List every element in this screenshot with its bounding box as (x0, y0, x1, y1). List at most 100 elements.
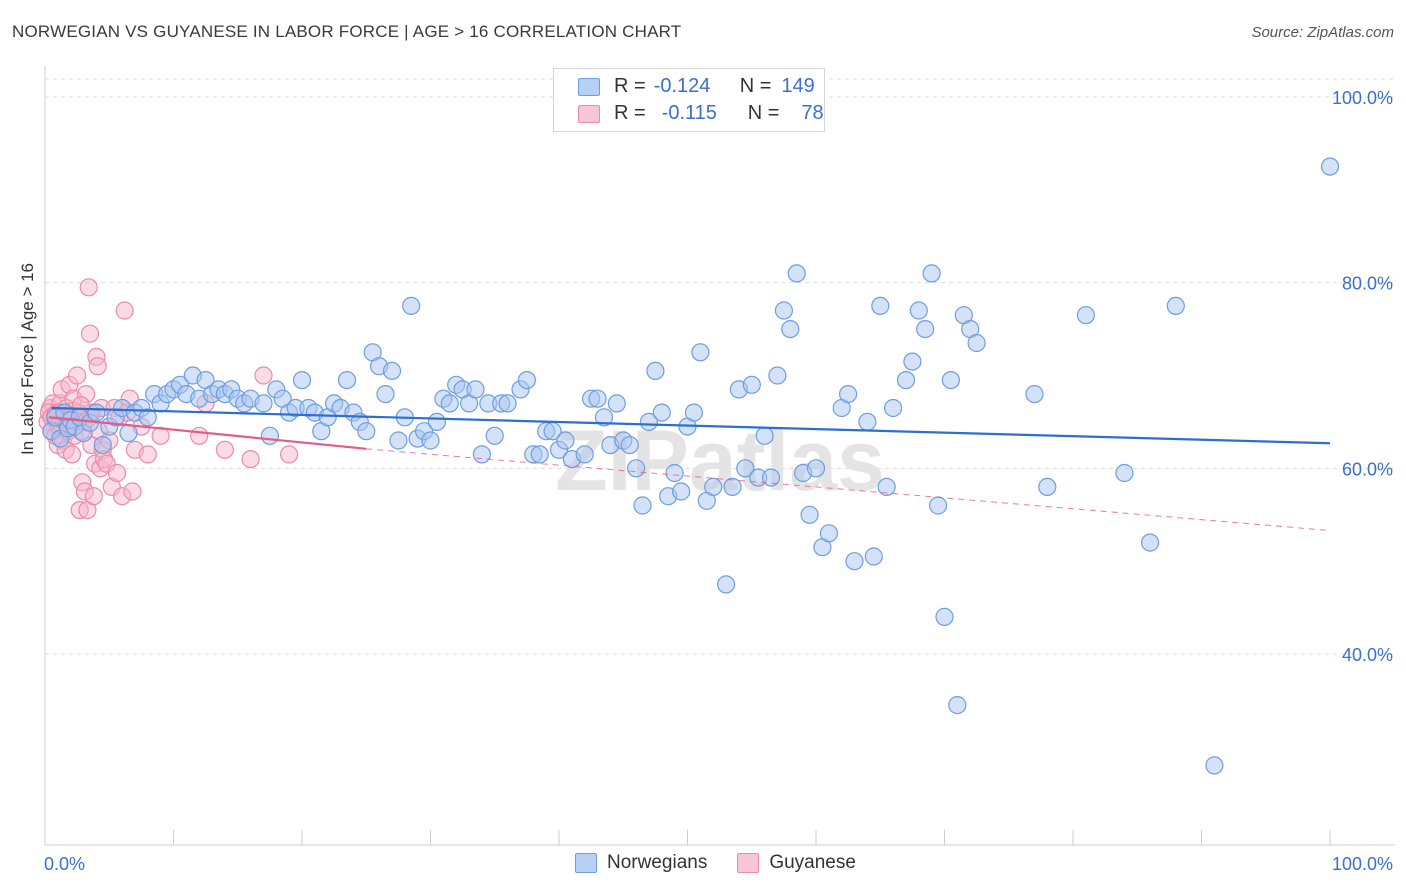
norwegian-point (402, 296, 421, 315)
norwegian-points (42, 157, 1340, 775)
norwegian-point (916, 320, 935, 339)
norwegian-point (639, 412, 659, 431)
legend-label-guyanese: Guyanese (769, 852, 856, 873)
legend-row-guyanese: R = -0.115 N = 78 (578, 102, 824, 125)
norwegian-point (716, 575, 736, 594)
guyanese-point (80, 324, 100, 343)
norwegian-point (517, 371, 537, 390)
guyanese-point (67, 366, 87, 385)
norwegian-point (421, 431, 440, 450)
norwegian-swatch (578, 77, 600, 96)
norwegian-point (787, 264, 806, 283)
stats-legend: R = -0.124 N = 149 R = -0.115 N = 78 (553, 68, 825, 132)
norwegian-point (922, 264, 941, 283)
guyanese-trend-line (48, 416, 367, 450)
legend-n-label: N = (739, 75, 772, 97)
norwegian-point (575, 445, 594, 464)
norwegian-point (903, 352, 922, 371)
norwegian-point (427, 412, 446, 431)
norwegian-point (389, 431, 408, 450)
norwegian-point (337, 371, 357, 390)
legend-r-value: -0.124 (653, 75, 711, 97)
norwegian-point (498, 394, 517, 413)
norwegian-point (87, 403, 106, 422)
norwegian-point (845, 552, 864, 571)
norwegian-point (1025, 385, 1044, 404)
guyanese-trend-extension (366, 448, 1331, 532)
norwegian-point (626, 459, 646, 478)
norwegian-point (633, 496, 652, 515)
x-tick-label: 100.0% (1332, 854, 1393, 874)
norwegian-point (883, 398, 903, 418)
norwegian-point (800, 505, 819, 524)
norwegian-point (292, 371, 312, 390)
norwegian-point (466, 380, 485, 399)
legend-r-value: -0.115 (661, 102, 717, 124)
norwegian-point (838, 385, 858, 404)
guyanese-point (79, 278, 98, 297)
norwegian-point (948, 695, 967, 715)
norwegian-point (260, 426, 279, 445)
legend-r-label: R = (614, 102, 646, 124)
norwegian-point (588, 389, 607, 408)
norwegian-point (742, 375, 761, 394)
guyanese-point (123, 482, 142, 501)
norwegian-point (684, 403, 704, 422)
norwegian-point (871, 296, 890, 315)
norwegian-swatch (575, 853, 597, 873)
norwegian-point (755, 426, 774, 445)
guyanese-point (241, 450, 260, 469)
guyanese-point (84, 487, 103, 506)
norwegian-point (1038, 477, 1057, 496)
legend-n-label: N = (747, 102, 780, 124)
legend-item-norwegians: Norwegians (575, 852, 707, 874)
norwegian-point (119, 424, 138, 443)
norwegian-trend-line (51, 406, 1331, 445)
norwegian-point (941, 371, 961, 390)
norwegian-point (806, 459, 826, 478)
norwegian-point (652, 403, 671, 422)
series-legend: Norwegians Guyanese (575, 852, 886, 874)
norwegian-point (858, 412, 877, 431)
norwegian-point (864, 547, 883, 566)
y-tick-label: 40.0% (1342, 645, 1393, 665)
norwegian-point (736, 459, 755, 478)
grid-lines (45, 78, 1395, 655)
guyanese-point (254, 366, 273, 385)
norwegian-point (781, 320, 800, 339)
norwegian-point (1140, 533, 1160, 552)
legend-item-guyanese: Guyanese (737, 852, 856, 874)
legend-row-norwegians: R = -0.124 N = 149 (578, 75, 815, 98)
norwegian-point (1320, 157, 1340, 176)
norwegian-point (556, 431, 575, 450)
y-tick-label: 100.0% (1332, 88, 1393, 108)
norwegian-point (1076, 306, 1096, 325)
norwegian-point (357, 422, 376, 441)
legend-r-label: R = (614, 75, 646, 97)
guyanese-swatch (737, 853, 760, 873)
norwegian-point (382, 361, 402, 380)
norwegian-point (768, 366, 787, 385)
guyanese-point (88, 357, 107, 376)
y-tick-label: 60.0% (1342, 459, 1393, 479)
guyanese-point (62, 445, 82, 464)
guyanese-point (138, 445, 157, 464)
legend-n-value: 78 (801, 102, 824, 124)
trend-lines (48, 406, 1331, 532)
norwegian-point (896, 371, 916, 390)
axes (44, 66, 1395, 846)
norwegian-point (530, 445, 549, 464)
norwegian-point (485, 426, 504, 445)
norwegian-point (138, 408, 157, 427)
norwegian-point (935, 607, 954, 627)
norwegian-point (607, 394, 626, 413)
norwegian-point (704, 477, 723, 496)
norwegian-point (254, 394, 273, 413)
x-tick-label: 0.0% (44, 854, 85, 874)
chart-title: NORWEGIAN VS GUYANESE IN LABOR FORCE | A… (12, 22, 682, 41)
norwegian-point (93, 436, 112, 455)
guyanese-swatch (578, 104, 600, 123)
norwegian-point (440, 394, 459, 413)
norwegian-point (761, 468, 781, 487)
